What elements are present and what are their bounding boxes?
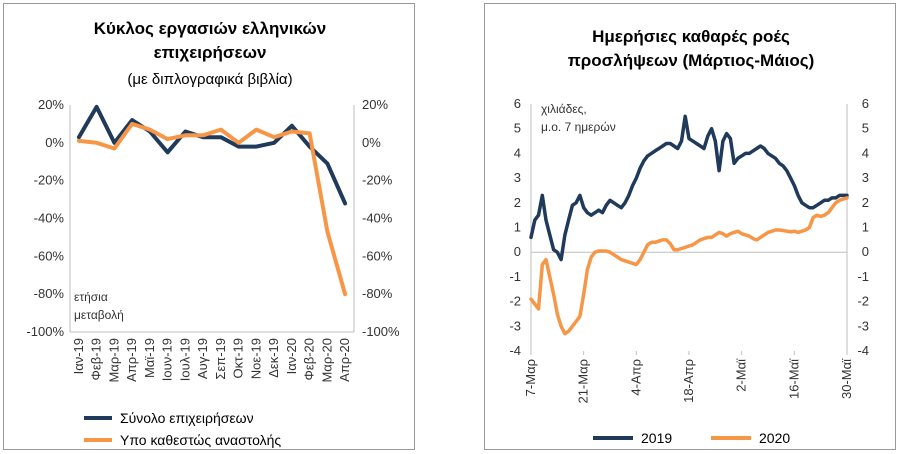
x-tick-label: Φεβ-19 — [89, 338, 104, 380]
x-tick-label: 7-Μαρ — [523, 359, 538, 396]
y-tick-label-left: -1 — [509, 269, 521, 284]
y-tick-label-left: -40% — [34, 211, 65, 226]
x-tick-label: Απρ-20 — [337, 338, 352, 382]
x-tick-label: Μαρ-20 — [319, 338, 334, 383]
y-tick-label-left: -4 — [509, 343, 521, 358]
chart-subtitle: (με διπλογραφικά βιβλία) — [127, 71, 292, 88]
series-line-suspension — [76, 121, 348, 297]
x-tick-label: Νοε-19 — [248, 338, 263, 379]
x-tick-label: Απρ-19 — [124, 338, 139, 382]
y-tick-label-left: 0 — [514, 244, 521, 259]
y-tick-label-right: -3 — [857, 318, 869, 333]
chart-title-line-2: επιχειρήσεων — [154, 43, 267, 62]
y-tick-label-right: -80% — [362, 286, 393, 301]
y-tick-label-left: 2 — [514, 195, 521, 210]
x-tick-label: Σεπ-19 — [213, 338, 228, 380]
y-tick-label-right: -1 — [857, 269, 869, 284]
x-tick-label: 2-Μαϊ — [734, 358, 749, 392]
y-tick-label-right: 5 — [862, 121, 869, 136]
x-tick-label: Μαϊ-19 — [142, 338, 157, 378]
x-tick-label: 16-Μαϊ — [786, 358, 801, 399]
annotation-line-1: χιλιάδες, — [541, 102, 587, 116]
y-tick-label-right: 4 — [862, 145, 869, 160]
y-tick-label-left: 1 — [514, 220, 521, 235]
y-tick-label-left: -100% — [26, 324, 64, 339]
legend-label-2019: 2019 — [641, 430, 672, 446]
y-tick-label-right: 0% — [362, 135, 381, 150]
annotation-line-1: ετήσια — [74, 290, 108, 304]
turnover-chart-svg: Κύκλος εργασιών ελληνικών επιχειρήσεων (… — [26, 19, 400, 448]
x-tick-label: Οκτ-19 — [231, 338, 246, 379]
y-tick-label-left: 4 — [514, 145, 521, 160]
y-tick-label-right: 6 — [862, 96, 869, 111]
chart-panel-net-hiring-flows: Ημερήσιες καθαρές ροές προσλήψεων (Μάρτι… — [484, 3, 896, 450]
chart-panel-business-turnover: Κύκλος εργασιών ελληνικών επιχειρήσεων (… — [3, 3, 415, 450]
x-tick-label: Ιουλ-19 — [177, 338, 192, 381]
x-tick-label: Αυγ-19 — [195, 338, 210, 379]
y-tick-label-right: -40% — [362, 211, 393, 226]
annotation-line-2: μ.ο. 7 ημερών — [541, 120, 616, 134]
x-tick-label: Μαρ-19 — [106, 338, 121, 383]
x-tick-label: 4-Απρ — [628, 359, 643, 396]
y-tick-label-right: 2 — [862, 195, 869, 210]
y-tick-label-right: -20% — [362, 173, 393, 188]
series-line-total — [76, 104, 348, 206]
y-tick-label-left: 20% — [38, 97, 64, 112]
y-tick-label-right: -100% — [362, 324, 400, 339]
x-tick-label: Ιαν-19 — [71, 338, 86, 374]
x-tick-label: 30-Μαϊ — [839, 358, 854, 399]
chart-title-line-1: Κύκλος εργασιών ελληνικών — [94, 19, 327, 38]
y-tick-label-right: 0 — [862, 244, 869, 259]
y-tick-label-left: -2 — [509, 294, 521, 309]
x-tick-label: Ιαν-20 — [284, 338, 299, 374]
y-tick-label-right: 3 — [862, 170, 869, 185]
x-tick-label: Δεκ-19 — [266, 338, 281, 378]
hiring-chart-svg: Ημερήσιες καθαρές ροές προσλήψεων (Μάρτι… — [509, 27, 869, 446]
series-line-2019 — [529, 114, 849, 262]
legend-label-2020: 2020 — [759, 430, 790, 446]
y-tick-label-right: -4 — [857, 343, 869, 358]
y-tick-label-left: 3 — [514, 170, 521, 185]
y-tick-label-left: -80% — [34, 286, 65, 301]
x-tick-label: Ιουν-19 — [160, 338, 175, 381]
legend-label-total: Σύνολο επιχειρήσεων — [120, 410, 254, 426]
y-tick-label-right: 20% — [362, 97, 388, 112]
chart-title-line-1: Ημερήσιες καθαρές ροές — [592, 27, 790, 46]
legend-label-suspension: Υπο καθεστώς αναστολής — [120, 432, 281, 448]
x-tick-label: Φεβ-20 — [302, 338, 317, 380]
x-tick-label: 18-Απρ — [681, 359, 696, 403]
y-tick-label-left: 5 — [514, 121, 521, 136]
y-tick-label-left: 0% — [45, 135, 64, 150]
x-tick-label: 21-Μαρ — [576, 359, 591, 404]
y-tick-label-right: -2 — [857, 294, 869, 309]
y-tick-label-left: -3 — [509, 318, 521, 333]
y-tick-label-right: 1 — [862, 220, 869, 235]
y-tick-label-right: -60% — [362, 248, 393, 263]
y-tick-label-left: -20% — [34, 173, 65, 188]
y-tick-label-left: -60% — [34, 248, 65, 263]
series-line-2020 — [529, 196, 849, 336]
y-tick-label-left: 6 — [514, 96, 521, 111]
chart-title-line-2: προσλήψεων (Μάρτιος-Μάιος) — [568, 51, 815, 70]
annotation-line-2: μεταβολή — [74, 308, 124, 322]
